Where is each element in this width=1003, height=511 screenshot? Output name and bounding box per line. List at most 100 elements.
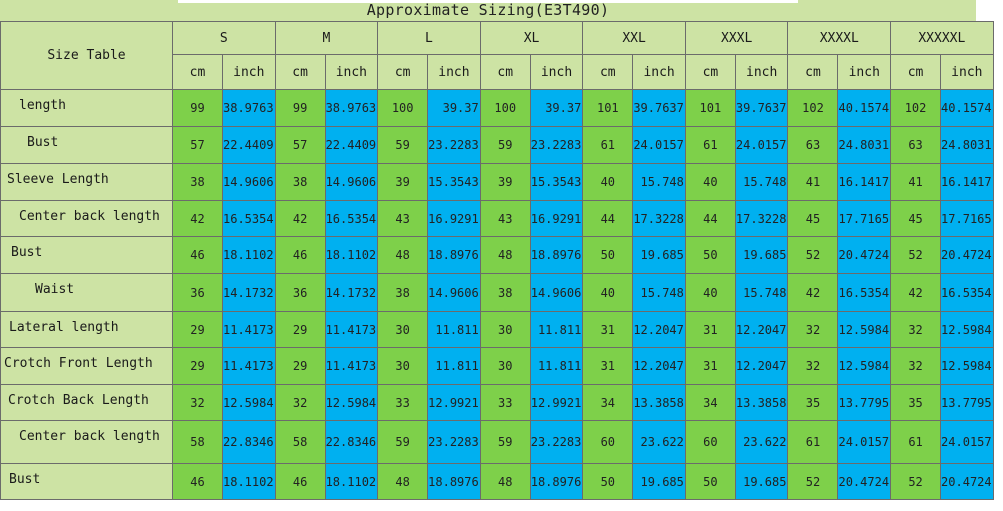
size-header-row: Size Table S M L XL XXL XXXL XXXXL XXXXXL bbox=[0, 21, 994, 90]
cm-value-cell: 102 bbox=[787, 89, 839, 127]
table-row: length 99 38.9763 99 38.9763 100 39.37 100 39.37… bbox=[0, 89, 994, 127]
inch-value-cell: 13.3858 bbox=[632, 384, 686, 421]
cm-value-cell: 48 bbox=[377, 463, 429, 500]
cm-value-cell: 42 bbox=[787, 273, 839, 312]
cm-value-cell: 40 bbox=[684, 273, 736, 312]
cm-value-cell: 52 bbox=[890, 463, 942, 500]
inch-value-cell: 12.5984 bbox=[222, 384, 276, 421]
cm-value-cell: 43 bbox=[377, 200, 429, 237]
unit-header-inch: inch bbox=[632, 54, 686, 90]
inch-value-cell: 16.5354 bbox=[837, 273, 892, 312]
cm-value-cell: 32 bbox=[172, 384, 223, 421]
row-label-cell: Crotch Back Length bbox=[0, 384, 173, 421]
cm-value-cell: 48 bbox=[377, 236, 429, 274]
cm-value-cell: 30 bbox=[479, 311, 531, 348]
row-label-cell: Center back length bbox=[0, 420, 173, 464]
cm-value-cell: 40 bbox=[582, 273, 634, 312]
row-label: Bust bbox=[9, 472, 41, 487]
table-row: Crotch Back Length 32 12.5984 32 12.5984 33 12… bbox=[0, 384, 994, 421]
row-label: Crotch Back Length bbox=[8, 393, 149, 408]
cm-value-cell: 38 bbox=[479, 273, 531, 312]
cm-value-cell: 57 bbox=[172, 126, 223, 164]
row-label-cell: Bust bbox=[0, 463, 173, 500]
cm-value-cell: 50 bbox=[582, 236, 634, 274]
cm-value-cell: 46 bbox=[172, 463, 223, 500]
size-header-l: L bbox=[377, 21, 481, 55]
cm-value-cell: 31 bbox=[684, 347, 736, 385]
cm-value-cell: 31 bbox=[582, 311, 634, 348]
cm-value-cell: 59 bbox=[479, 126, 531, 164]
inch-value-cell: 15.748 bbox=[734, 273, 789, 312]
inch-value-cell: 15.748 bbox=[734, 163, 789, 201]
inch-value-cell: 18.8976 bbox=[529, 236, 584, 274]
inch-value-cell: 12.9921 bbox=[529, 384, 584, 421]
cm-value-cell: 100 bbox=[377, 89, 429, 127]
inch-value-cell: 16.9291 bbox=[529, 200, 584, 237]
cm-value-cell: 34 bbox=[684, 384, 736, 421]
size-header-xxl: XXL bbox=[582, 21, 686, 55]
unit-header-inch: inch bbox=[427, 54, 481, 90]
unit-header-cm: cm bbox=[274, 54, 326, 90]
inch-value-cell: 12.5984 bbox=[837, 347, 892, 385]
cm-value-cell: 63 bbox=[787, 126, 839, 164]
cm-value-cell: 32 bbox=[890, 311, 942, 348]
inch-value-cell: 14.9606 bbox=[427, 273, 481, 312]
inch-value-cell: 13.7795 bbox=[837, 384, 892, 421]
table-row: Bust 46 18.1102 46 18.1102 48 18.8976 48 18.8976… bbox=[0, 463, 994, 500]
cm-value-cell: 38 bbox=[274, 163, 326, 201]
cm-value-cell: 45 bbox=[787, 200, 839, 237]
cm-value-cell: 33 bbox=[377, 384, 429, 421]
cm-value-cell: 42 bbox=[274, 200, 326, 237]
cm-value-cell: 35 bbox=[890, 384, 942, 421]
inch-value-cell: 17.3228 bbox=[734, 200, 789, 237]
cm-value-cell: 48 bbox=[479, 463, 531, 500]
cm-value-cell: 30 bbox=[479, 347, 531, 385]
inch-value-cell: 19.685 bbox=[632, 463, 686, 500]
cm-value-cell: 61 bbox=[787, 420, 839, 464]
inch-value-cell: 18.8976 bbox=[427, 463, 481, 500]
cm-value-cell: 52 bbox=[890, 236, 942, 274]
size-header-m: M bbox=[274, 21, 379, 55]
cm-value-cell: 36 bbox=[274, 273, 326, 312]
inch-value-cell: 38.9763 bbox=[222, 89, 276, 127]
unit-header-inch: inch bbox=[529, 54, 584, 90]
cm-value-cell: 48 bbox=[479, 236, 531, 274]
cm-value-cell: 31 bbox=[684, 311, 736, 348]
unit-header-cm: cm bbox=[890, 54, 942, 90]
cm-value-cell: 58 bbox=[172, 420, 223, 464]
inch-value-cell: 22.4409 bbox=[222, 126, 276, 164]
row-label: Crotch Front Length bbox=[4, 356, 153, 371]
inch-value-cell: 18.1102 bbox=[222, 463, 276, 500]
unit-header-inch: inch bbox=[837, 54, 892, 90]
inch-value-cell: 40.1574 bbox=[940, 89, 994, 127]
inch-value-cell: 22.8346 bbox=[324, 420, 379, 464]
inch-value-cell: 24.8031 bbox=[940, 126, 994, 164]
row-label-cell: Bust bbox=[0, 126, 173, 164]
cm-value-cell: 102 bbox=[890, 89, 942, 127]
inch-value-cell: 24.0157 bbox=[940, 420, 994, 464]
size-header-xxxl: XXXL bbox=[684, 21, 789, 55]
cm-value-cell: 52 bbox=[787, 236, 839, 274]
inch-value-cell: 16.5354 bbox=[324, 200, 379, 237]
row-label-cell: length bbox=[0, 89, 173, 127]
cm-value-cell: 101 bbox=[582, 89, 634, 127]
inch-value-cell: 12.2047 bbox=[734, 347, 789, 385]
cm-value-cell: 50 bbox=[582, 463, 634, 500]
cm-value-cell: 31 bbox=[582, 347, 634, 385]
inch-value-cell: 11.811 bbox=[529, 311, 584, 348]
cm-value-cell: 61 bbox=[684, 126, 736, 164]
inch-value-cell: 20.4724 bbox=[940, 463, 994, 500]
row-label: Bust bbox=[27, 135, 59, 150]
inch-value-cell: 23.2283 bbox=[427, 420, 481, 464]
table-row: Bust 46 18.1102 46 18.1102 48 18.8976 48 18.8976… bbox=[0, 236, 994, 274]
inch-value-cell: 15.748 bbox=[632, 273, 686, 312]
unit-header-cm: cm bbox=[582, 54, 634, 90]
cm-value-cell: 29 bbox=[274, 311, 326, 348]
cm-value-cell: 33 bbox=[479, 384, 531, 421]
inch-value-cell: 13.3858 bbox=[734, 384, 789, 421]
inch-value-cell: 39.37 bbox=[529, 89, 584, 127]
unit-header-inch: inch bbox=[222, 54, 276, 90]
inch-value-cell: 22.4409 bbox=[324, 126, 379, 164]
unit-header-inch: inch bbox=[940, 54, 994, 90]
page-title: Approximate Sizing(E3T490) bbox=[366, 1, 610, 19]
